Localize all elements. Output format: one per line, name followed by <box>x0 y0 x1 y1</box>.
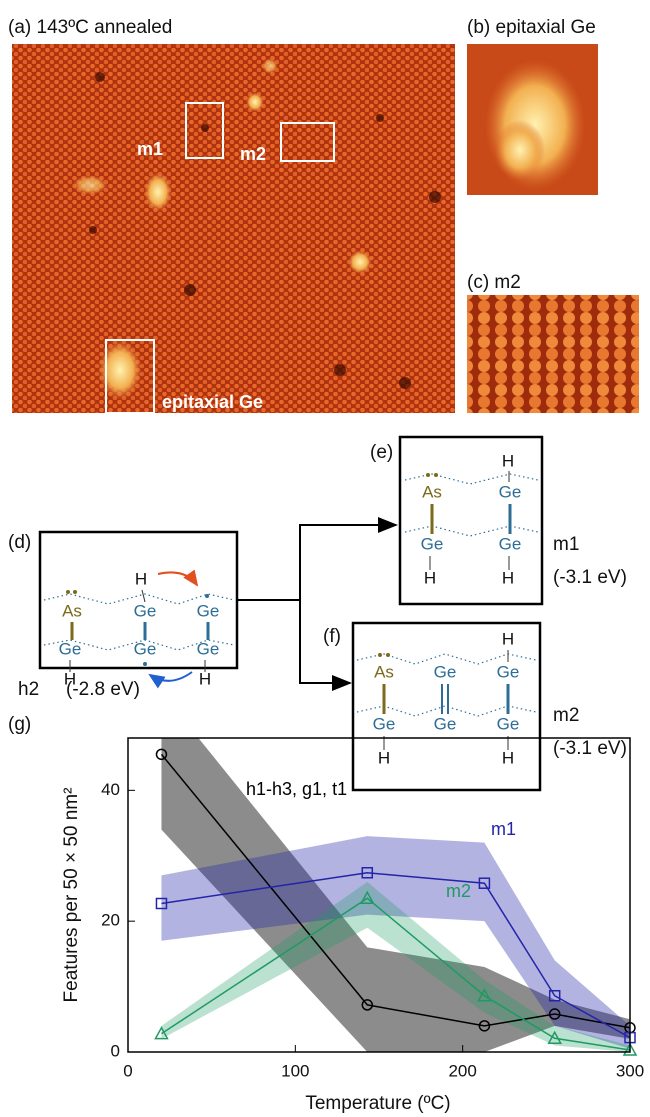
uncertainty-band <box>161 738 630 1052</box>
marker <box>622 1042 638 1056</box>
y-tick-label: 0 <box>111 1041 120 1060</box>
atom: H <box>378 748 390 767</box>
panel-label: (a) 143ºC annealed <box>8 17 172 38</box>
atom: Ge <box>497 714 520 733</box>
energy: (-3.1 eV) <box>553 738 627 759</box>
atom: H <box>199 669 211 688</box>
series-label: h1-h3, g1, t1 <box>246 779 347 799</box>
atom-labels: As Ge Ge Ge Ge Ge H H H <box>373 629 520 767</box>
atom: H <box>502 748 514 767</box>
marker <box>361 999 374 1011</box>
box-label: m2 <box>240 144 266 164</box>
series-line <box>161 872 631 1039</box>
atom: Ge <box>497 662 520 681</box>
marker <box>548 989 561 1002</box>
atom: H <box>424 568 436 587</box>
species-name: m1 <box>553 534 579 555</box>
atom: As <box>62 601 82 620</box>
marker <box>548 1008 561 1020</box>
species-name: h2 <box>18 679 39 700</box>
atom: Ge <box>134 639 157 658</box>
marker <box>547 1030 562 1045</box>
panel-label: (g) <box>8 714 31 735</box>
panel-label: (d) <box>8 532 31 553</box>
marker <box>478 877 491 889</box>
x-tick-label: 200 <box>448 1061 476 1080</box>
marker <box>154 1026 169 1040</box>
series-label: m2 <box>446 881 471 901</box>
energy: (-3.1 eV) <box>553 567 627 588</box>
atom: Ge <box>197 639 220 658</box>
stm-image <box>467 295 639 413</box>
atom: Ge <box>197 601 220 620</box>
atom: Ge <box>373 714 396 733</box>
atom-labels: As Ge Ge Ge Ge Ge H H H <box>59 569 220 688</box>
y-tick-label: 20 <box>101 911 120 930</box>
atom: H <box>135 569 147 588</box>
x-tick-label: 100 <box>281 1061 309 1080</box>
atom: Ge <box>59 639 82 658</box>
marker <box>360 890 375 905</box>
box-label: m1 <box>137 139 163 159</box>
panel-label: (f) <box>323 626 341 647</box>
stm-image <box>467 44 598 195</box>
atom: Ge <box>499 534 522 553</box>
series-label: m1 <box>491 819 516 839</box>
atom: H <box>64 669 76 688</box>
atom-labels: As Ge Ge Ge H H H <box>421 451 522 587</box>
plot-frame <box>127 737 631 1053</box>
atom: As <box>422 482 442 501</box>
structure-box <box>351 621 542 792</box>
y-axis-label: Features per 50 × 50 nm² <box>61 788 82 1003</box>
atom: Ge <box>434 714 457 733</box>
x-axis-label: Temperature (ºC) <box>305 1093 450 1114</box>
box-label: epitaxial Ge <box>162 392 263 412</box>
marker <box>478 1020 491 1032</box>
stm-image <box>12 44 455 414</box>
series-line <box>161 897 631 1051</box>
panel-label: (e) <box>370 442 393 463</box>
panel-label: (c) m2 <box>467 272 521 293</box>
uncertainty-band <box>161 881 630 1052</box>
reaction-arrows <box>237 517 398 691</box>
series-line <box>160 753 631 1029</box>
atom: Ge <box>134 601 157 620</box>
structure-box <box>398 435 544 606</box>
energy: (-2.8 eV) <box>66 679 140 700</box>
species-name: m2 <box>553 705 579 726</box>
marker <box>155 897 168 910</box>
atom: H <box>502 568 514 587</box>
panel-label: (b) epitaxial Ge <box>467 17 596 38</box>
atom: As <box>374 662 394 681</box>
uncertainty-band <box>161 836 630 1049</box>
x-tick-label: 0 <box>123 1061 132 1080</box>
marker <box>477 988 492 1002</box>
x-tick-label: 300 <box>616 1061 644 1080</box>
marker <box>155 748 168 761</box>
y-tick-label: 40 <box>101 780 120 799</box>
atom: H <box>502 451 514 470</box>
atom: Ge <box>421 534 444 553</box>
atom: Ge <box>434 662 457 681</box>
marker <box>361 867 374 879</box>
structure-box <box>38 530 239 689</box>
atom: H <box>502 629 514 648</box>
atom: Ge <box>499 482 522 501</box>
